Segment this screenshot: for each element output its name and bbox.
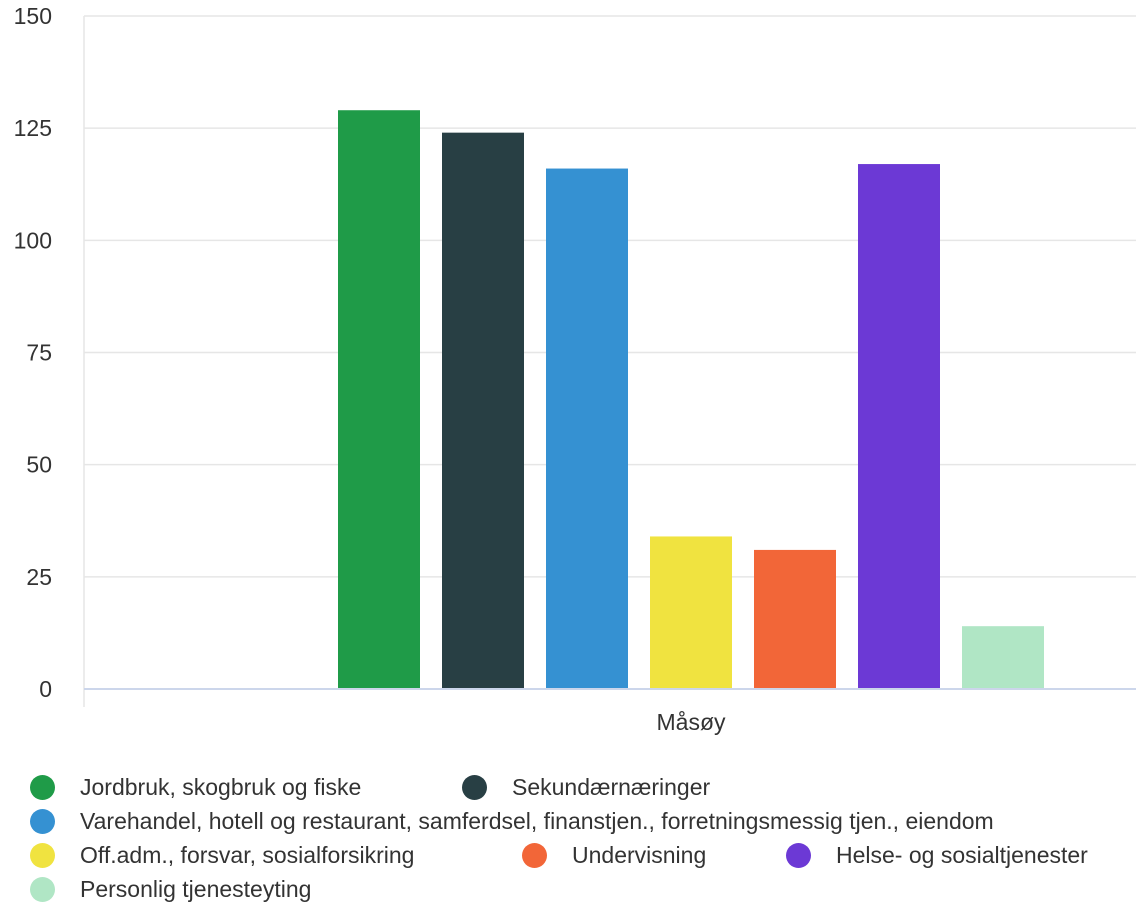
bar <box>754 549 836 689</box>
legend-label: Undervisning <box>572 841 707 868</box>
bar <box>442 132 524 690</box>
legend-label: Sekundærnæringer <box>512 773 711 800</box>
legend-label: Jordbruk, skogbruk og fiske <box>80 773 362 800</box>
legend-marker-icon <box>30 876 55 902</box>
x-category-label: Måsøy <box>657 709 727 735</box>
legend-item[interactable]: Sekundærnæringer <box>462 770 710 804</box>
legend-item[interactable]: Helse- og sosialtjenester <box>786 838 1088 872</box>
legend-item[interactable]: Personlig tjenesteyting <box>30 872 311 904</box>
bar <box>546 168 628 690</box>
legend-marker-icon <box>462 774 487 800</box>
legend-label: Helse- og sosialtjenester <box>836 841 1088 868</box>
bar <box>858 164 940 689</box>
y-tick-label: 0 <box>39 676 52 702</box>
legend-label: Off.adm., forsvar, sosialforsikring <box>80 841 415 868</box>
legend-label: Personlig tjenesteyting <box>80 875 312 902</box>
legend-marker-icon <box>522 842 547 868</box>
y-tick-label: 125 <box>14 115 52 141</box>
y-tick-label: 50 <box>26 452 52 478</box>
legend: Jordbruk, skogbruk og fiske Sekundærnærin… <box>30 770 1136 904</box>
legend-item[interactable]: Off.adm., forsvar, sosialforsikring <box>30 838 414 872</box>
bar <box>962 626 1044 689</box>
legend-item[interactable]: Varehandel, hotell og restaurant, samfer… <box>30 804 994 838</box>
y-tick-label: 25 <box>26 564 52 590</box>
y-tick-label: 150 <box>14 3 52 29</box>
bar <box>650 536 732 689</box>
legend-item[interactable]: Jordbruk, skogbruk og fiske <box>30 770 361 804</box>
bar <box>338 110 420 690</box>
legend-item[interactable]: Undervisning <box>522 838 706 872</box>
legend-marker-icon <box>30 842 55 868</box>
plot-area: 0 25 50 75 100 125 150 Måsøy <box>14 3 1136 735</box>
y-tick-label: 75 <box>26 340 52 366</box>
legend-marker-icon <box>30 808 55 834</box>
legend-marker-icon <box>786 842 811 868</box>
y-tick-label: 100 <box>14 227 52 253</box>
legend-label: Varehandel, hotell og restaurant, samfer… <box>80 807 994 834</box>
legend-marker-icon <box>30 774 55 800</box>
